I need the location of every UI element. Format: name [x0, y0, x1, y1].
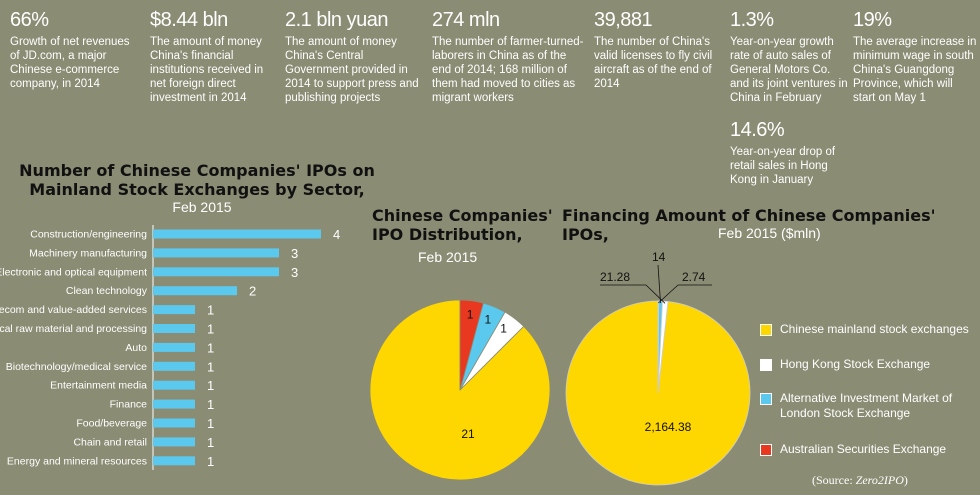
stat-value: 19%: [853, 9, 892, 31]
stat-press-support: 2.1 bln yuan The amount of money China's…: [285, 8, 420, 105]
bar-value-label: 1: [207, 359, 214, 374]
bar: [153, 286, 237, 296]
stat-description: Year-on-year growth rate of auto sales o…: [730, 36, 848, 104]
pie-leader-line: [658, 284, 679, 304]
stat-value: 39,881: [594, 9, 653, 31]
stat-value: 274 mln: [432, 9, 500, 31]
bar-category-label: Food/beverage: [76, 418, 147, 430]
legend-label: Hong Kong Stock Exchange: [780, 357, 931, 371]
bar: [153, 248, 279, 258]
bar-category-label: Energy and mineral resources: [7, 455, 147, 467]
pie-slice: [459, 299, 484, 391]
bar-category-label: Chemical raw material and processing: [0, 323, 147, 335]
stat-hk-retail: 14.6% Year-on-year drop of retail sales …: [730, 118, 848, 187]
legend-label: Chinese mainland stock exchanges: [780, 322, 969, 336]
pie2-subtitle: Feb 2015 ($mln): [718, 225, 821, 241]
bar-category-label: Biotechnology/medical service: [6, 361, 147, 373]
stat-description: The average increase in minimum wage in …: [853, 36, 977, 104]
source-prefix: (Source:: [812, 473, 856, 487]
bar-value-label: 2: [249, 284, 256, 299]
bar-value-label: 1: [207, 454, 214, 469]
bar: [153, 380, 195, 390]
stat-description: Year-on-year drop of retail sales in Hon…: [730, 146, 836, 186]
stat-migrant-workers: 274 mln The number of farmer-turned-labo…: [432, 8, 584, 105]
stat-aircraft-licenses: 39,881 The number of China's valid licen…: [594, 8, 719, 91]
bar-series: Construction/engineering 4 Machinery manuf…: [0, 227, 340, 469]
bar-value-label: 1: [207, 303, 214, 318]
source-name: Zero2IPO: [855, 473, 904, 487]
stat-gm-auto-sales: 1.3% Year-on-year growth rate of auto sa…: [730, 8, 848, 105]
pie2-title: Financing Amount of Chinese Companies' I…: [562, 206, 936, 244]
financing-amount-pie: 2,164.38 21.28 14 2.74: [565, 250, 751, 486]
stat-value: 14.6%: [730, 119, 785, 141]
bar: [153, 305, 195, 315]
bar-value-label: 1: [207, 378, 214, 393]
bar-value-label: 3: [291, 246, 298, 261]
bar-category-label: Auto: [125, 342, 147, 354]
source-note: (Source: Zero2IPO): [812, 473, 908, 488]
bar-category-label: Chain and retail: [73, 436, 147, 448]
bar-chart-title: Number of Chinese Companies' IPOs on Mai…: [19, 161, 375, 199]
bar-category-label: Finance: [110, 399, 148, 411]
pie1-title-line: Chinese Companies' IPO Distribution,: [372, 206, 553, 244]
pie-value-label: 1: [467, 308, 474, 322]
legend-swatch: [760, 444, 772, 456]
stat-description: The number of China's valid licenses to …: [594, 36, 713, 90]
pie-value-label: 2.74: [682, 270, 706, 284]
bar-chart: Construction/engineering 4 Machinery manuf…: [0, 225, 340, 470]
legend-label: Australian Securities Exchange: [780, 442, 947, 456]
bar: [153, 267, 279, 277]
bar-chart-subtitle: Feb 2015: [172, 199, 232, 215]
pie-value-label: 14: [652, 250, 666, 264]
stat-jd-revenue: 66% Growth of net revenues of JD.com, a …: [10, 8, 140, 91]
bar: [153, 456, 195, 466]
bar: [153, 437, 195, 447]
pie-leader-line: [645, 284, 666, 304]
bar-value-label: 1: [207, 397, 214, 412]
bar-value-label: 1: [207, 322, 214, 337]
bar: [153, 229, 321, 239]
legend-swatch: [760, 324, 772, 336]
pie-value-label: 2,164.38: [645, 420, 692, 434]
bar-category-label: Entertainment media: [50, 380, 147, 392]
bar-value-label: 3: [291, 265, 298, 280]
pie-value-label: 1: [500, 321, 507, 335]
stat-fdi: $8.44 bln The amount of money China's fi…: [150, 8, 278, 105]
bar-value-label: 1: [207, 416, 214, 431]
pie1-title: Chinese Companies' IPO Distribution,: [372, 206, 557, 244]
bar-category-label: Telecom and value-added services: [0, 304, 147, 316]
bar-value-label: 1: [207, 435, 214, 450]
bar: [153, 399, 195, 409]
pie-value-label: 21.28: [600, 270, 630, 284]
stat-value: $8.44 bln: [150, 9, 228, 31]
pie-slice: [657, 300, 660, 394]
bar: [153, 361, 195, 371]
bar-value-label: 1: [207, 340, 214, 355]
bar: [153, 342, 195, 352]
legend-swatch: [760, 359, 772, 371]
pie-leader-line: [657, 264, 661, 304]
bar-category-label: Construction/engineering: [30, 229, 147, 241]
pie1-subtitle: Feb 2015: [418, 249, 478, 265]
bar-category-label: Clean technology: [66, 285, 148, 297]
bar-category-label: Machinery manufacturing: [29, 247, 147, 259]
pie-value-label: 1: [484, 312, 491, 326]
stat-value: 66%: [10, 9, 49, 31]
stat-value: 2.1 bln yuan: [285, 9, 388, 31]
stat-description: The amount of money China's Central Gove…: [285, 36, 419, 104]
bar-category-label: Electronic and optical equipment: [0, 266, 147, 278]
stat-description: Growth of net revenues of JD.com, a majo…: [10, 36, 130, 90]
legend-swatch: [760, 393, 772, 405]
pie-value-label: 21: [461, 427, 475, 441]
bar: [153, 324, 195, 333]
legend-label: Alternative Investment Market of London …: [780, 391, 953, 420]
stat-value: 1.3%: [730, 9, 774, 31]
stat-description: The number of farmer-turned-laborers in …: [432, 36, 584, 104]
bar: [153, 418, 195, 428]
bar-value-label: 4: [333, 227, 340, 242]
stat-description: The amount of money China's financial in…: [150, 36, 264, 104]
stat-minimum-wage: 19% The average increase in minimum wage…: [853, 8, 978, 105]
source-suffix: ): [903, 473, 908, 487]
